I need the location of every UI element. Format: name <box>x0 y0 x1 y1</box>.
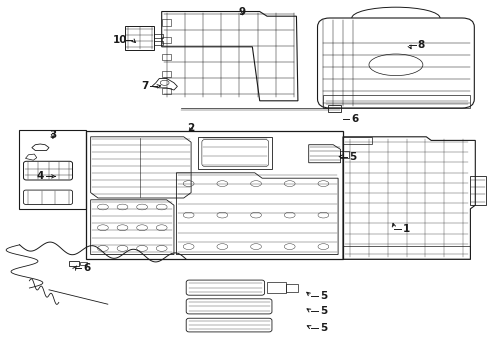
Bar <box>162 37 171 43</box>
Bar <box>328 105 341 112</box>
Bar <box>267 282 286 293</box>
Text: 5: 5 <box>320 306 327 316</box>
Bar <box>343 246 470 259</box>
Bar <box>286 284 298 292</box>
Bar <box>340 151 349 158</box>
Text: 1: 1 <box>403 224 410 234</box>
Text: 2: 2 <box>188 123 195 133</box>
Bar <box>323 95 470 108</box>
Bar <box>198 137 272 169</box>
Text: 6: 6 <box>352 114 359 124</box>
Bar <box>80 262 87 265</box>
Bar <box>162 88 171 94</box>
Bar <box>162 19 171 26</box>
Text: 7: 7 <box>141 81 148 91</box>
Bar <box>162 54 171 60</box>
Bar <box>86 131 343 259</box>
Text: 6: 6 <box>84 263 91 273</box>
Text: 10: 10 <box>113 35 127 45</box>
Bar <box>125 26 154 50</box>
Bar <box>162 71 171 77</box>
Text: 4: 4 <box>36 171 44 181</box>
Text: 9: 9 <box>239 6 246 17</box>
Text: 5: 5 <box>320 323 327 333</box>
Bar <box>470 176 486 205</box>
Text: 8: 8 <box>418 40 425 50</box>
Bar <box>69 261 79 266</box>
Text: 3: 3 <box>49 130 56 140</box>
Bar <box>19 130 86 209</box>
Bar <box>343 137 372 144</box>
Bar <box>154 34 163 38</box>
Text: 5: 5 <box>320 291 327 301</box>
Bar <box>154 41 163 45</box>
Text: 5: 5 <box>349 152 356 162</box>
